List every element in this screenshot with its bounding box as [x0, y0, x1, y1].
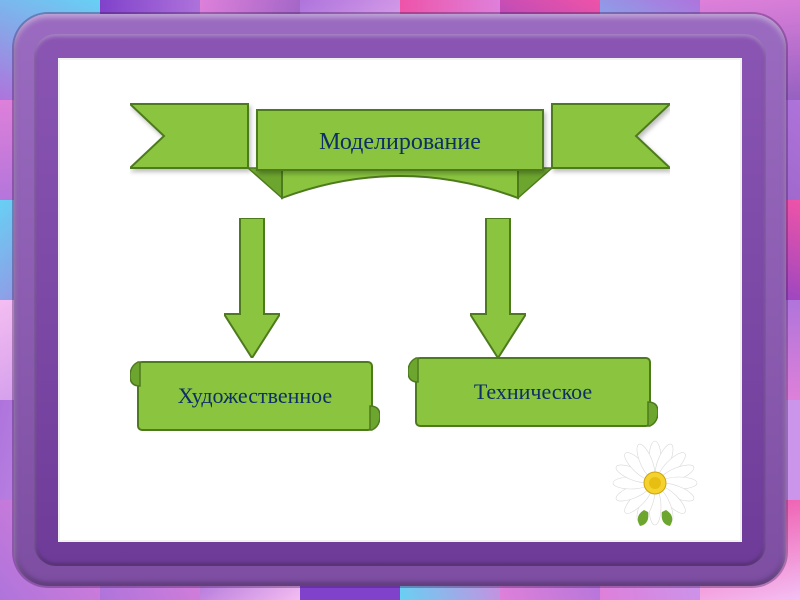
- arrow-right: [470, 218, 526, 358]
- slide-stage: Моделирование Художественное Техническое: [0, 0, 800, 600]
- arrow-left: [224, 218, 280, 358]
- title-ribbon: Моделирование: [130, 96, 670, 216]
- child-box-right: Техническое: [408, 352, 658, 432]
- child-left-label: Художественное: [130, 356, 380, 436]
- child-box-left: Художественное: [130, 356, 380, 436]
- title-label: Моделирование: [257, 114, 543, 170]
- daisy-icon: [610, 438, 700, 528]
- child-right-label: Техническое: [408, 352, 658, 432]
